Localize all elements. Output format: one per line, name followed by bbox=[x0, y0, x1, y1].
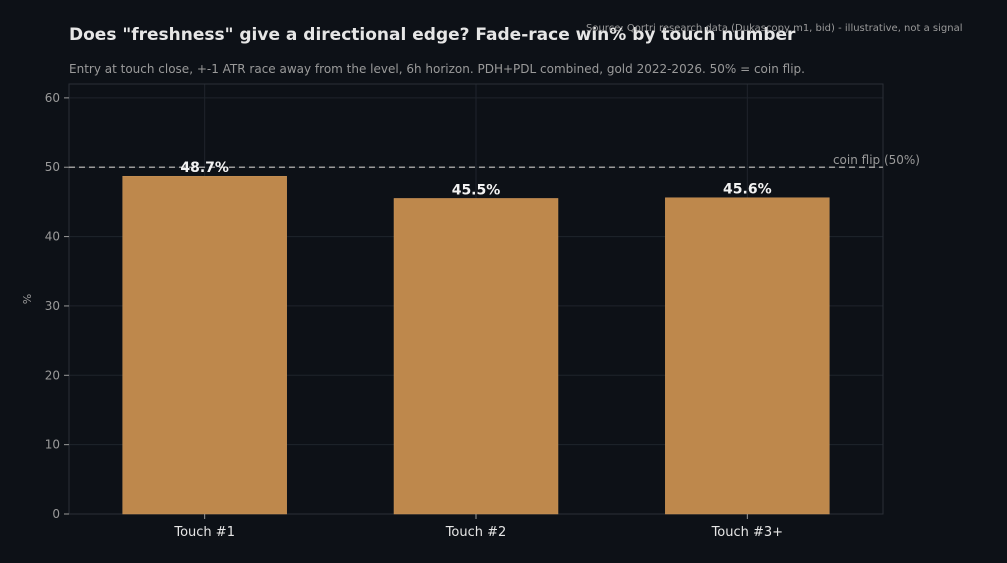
y-axis-label: % bbox=[21, 294, 34, 304]
value-label: 45.5% bbox=[452, 182, 501, 198]
bar bbox=[665, 197, 830, 515]
y-tick-label: 10 bbox=[45, 438, 60, 452]
x-tick-label: Touch #2 bbox=[445, 525, 507, 540]
value-label: 48.7% bbox=[180, 160, 229, 176]
x-tick-label: Touch #3+ bbox=[711, 525, 784, 540]
chart-title: Does "freshness" give a directional edge… bbox=[69, 25, 796, 45]
y-tick-label: 50 bbox=[45, 160, 60, 174]
chart-subtitle: Entry at touch close, +-1 ATR race away … bbox=[69, 62, 805, 76]
labels-layer: 48.7% 45.5% 45.6% bbox=[180, 160, 771, 198]
y-tick-label: 40 bbox=[45, 230, 60, 244]
bar bbox=[393, 198, 559, 515]
reference-line-layer: coin flip (50%) bbox=[69, 153, 920, 168]
x-tick-label: Touch #1 bbox=[173, 525, 235, 540]
ticks-layer: 0 10 20 30 40 50 60 Touch #1 Touch #2 Touch #3+ bbox=[45, 91, 783, 540]
y-tick-label: 20 bbox=[45, 368, 60, 382]
y-tick-label: 0 bbox=[52, 507, 60, 521]
bars-layer bbox=[122, 175, 830, 515]
y-tick-label: 30 bbox=[45, 299, 60, 313]
reference-line-label: coin flip (50%) bbox=[833, 153, 920, 167]
y-tick-label: 60 bbox=[45, 91, 60, 105]
value-label: 45.6% bbox=[723, 182, 772, 198]
bar bbox=[122, 175, 287, 515]
chart-source: Source: Qortri research data (Dukascopy … bbox=[586, 23, 963, 34]
